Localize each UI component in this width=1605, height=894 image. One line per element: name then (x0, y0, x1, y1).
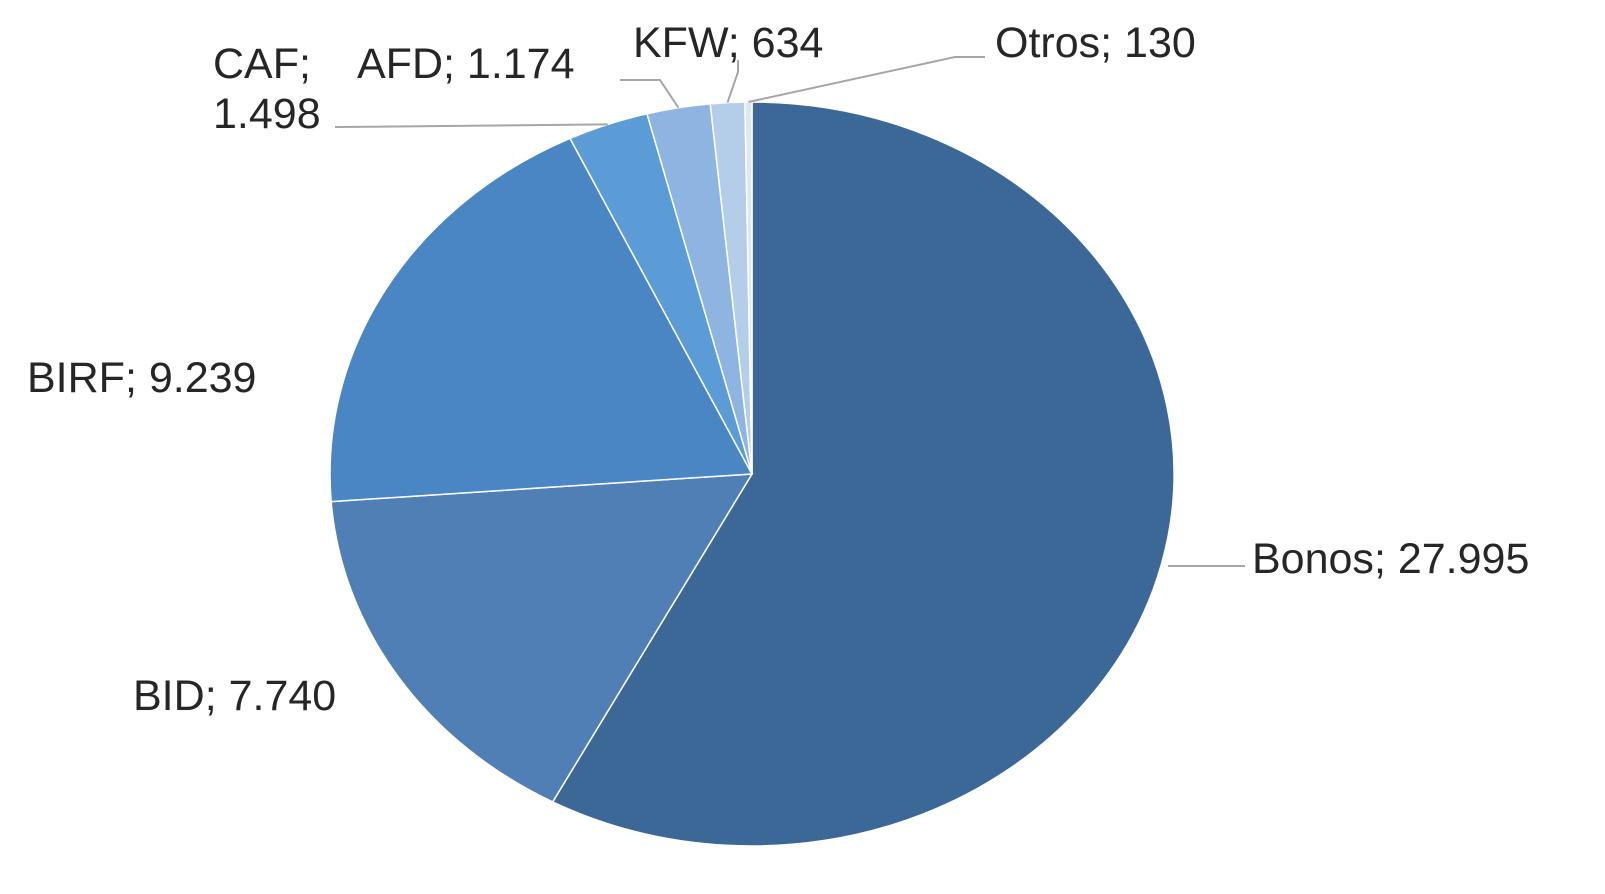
leader-lines (335, 56, 1245, 567)
slice-value: 27.995 (1398, 535, 1530, 583)
slice-value: 634 (752, 19, 824, 67)
slice-label-birf: BIRF; 9.239 (27, 354, 256, 402)
leader-line-kfw (726, 60, 739, 103)
pie-slices (329, 101, 1175, 847)
slice-category: AFD (357, 40, 443, 88)
slice-category: CAF (213, 40, 299, 88)
pie-slice-bonos (551, 101, 1175, 847)
slice-category: Bonos (1252, 535, 1374, 583)
slice-category: BID (133, 672, 205, 720)
slice-value: 1.498 (213, 90, 321, 138)
slice-label-otros: Otros; 130 (995, 19, 1196, 67)
slice-label-kfw: KFW; 634 (633, 19, 823, 67)
leader-line-caf (335, 123, 608, 128)
slice-value: 130 (1124, 19, 1196, 67)
slice-label-caf: CAF; 1.498 (213, 40, 323, 138)
slice-value: 9.239 (149, 354, 257, 402)
slice-label-bid: BID; 7.740 (133, 672, 336, 720)
slice-value: 1.174 (467, 40, 575, 88)
slice-label-bonos: Bonos; 27.995 (1252, 535, 1529, 583)
pie-slice-birf (329, 137, 754, 503)
slice-category: KFW (633, 19, 729, 67)
slice-category: Otros (995, 19, 1100, 67)
slice-label-afd: AFD; 1.174 (357, 40, 575, 88)
slice-value: 7.740 (229, 672, 337, 720)
leader-line-otros (748, 56, 985, 103)
pie-slice-bid (330, 473, 754, 803)
slice-category: BIRF (27, 354, 125, 402)
leader-line-afd (620, 79, 680, 109)
